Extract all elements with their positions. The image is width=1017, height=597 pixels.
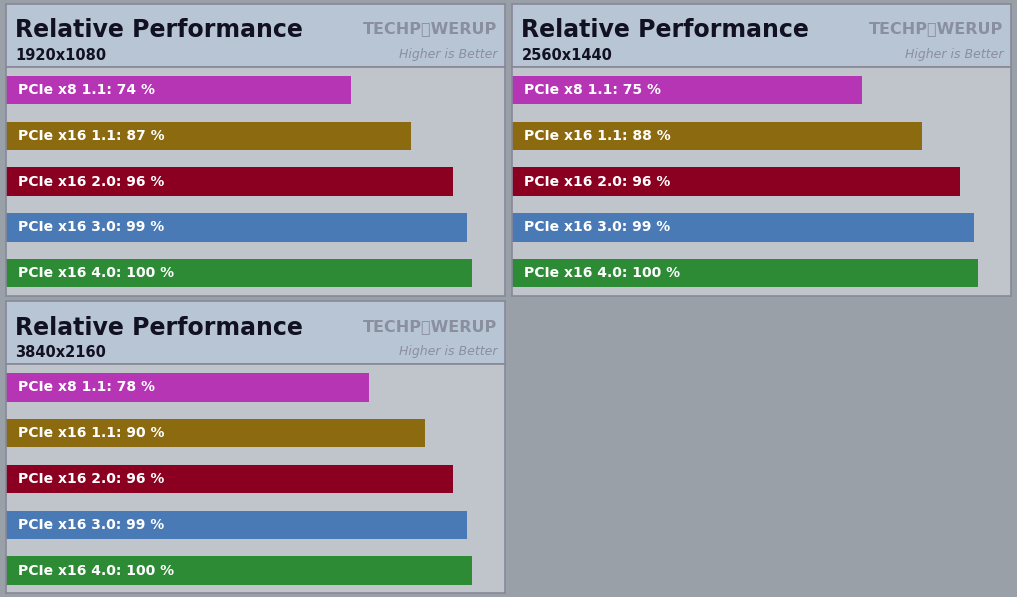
Text: Relative Performance: Relative Performance bbox=[15, 19, 303, 42]
Bar bbox=[6, 510, 467, 539]
Bar bbox=[6, 76, 351, 104]
Bar bbox=[6, 168, 454, 196]
Text: 2560x1440: 2560x1440 bbox=[522, 48, 612, 63]
Text: Relative Performance: Relative Performance bbox=[15, 316, 303, 340]
Text: PCIe x16 3.0: 99 %: PCIe x16 3.0: 99 % bbox=[17, 518, 164, 532]
Text: TECHPⓎWERUP: TECHPⓎWERUP bbox=[363, 319, 497, 334]
Text: PCIe x16 4.0: 100 %: PCIe x16 4.0: 100 % bbox=[17, 564, 174, 577]
Text: Higher is Better: Higher is Better bbox=[399, 345, 497, 358]
Bar bbox=[513, 168, 960, 196]
Bar bbox=[513, 76, 861, 104]
Text: TECHPⓎWERUP: TECHPⓎWERUP bbox=[363, 21, 497, 36]
Bar bbox=[513, 122, 922, 150]
Text: 1920x1080: 1920x1080 bbox=[15, 48, 106, 63]
Text: Higher is Better: Higher is Better bbox=[905, 48, 1004, 61]
Text: 3840x2160: 3840x2160 bbox=[15, 346, 106, 361]
Bar bbox=[6, 213, 467, 242]
Text: PCIe x16 2.0: 96 %: PCIe x16 2.0: 96 % bbox=[524, 175, 670, 189]
Bar bbox=[513, 213, 973, 242]
Text: PCIe x16 1.1: 87 %: PCIe x16 1.1: 87 % bbox=[17, 129, 165, 143]
Text: PCIe x8 1.1: 78 %: PCIe x8 1.1: 78 % bbox=[17, 380, 155, 395]
Text: PCIe x16 4.0: 100 %: PCIe x16 4.0: 100 % bbox=[17, 266, 174, 280]
Text: PCIe x16 3.0: 99 %: PCIe x16 3.0: 99 % bbox=[524, 220, 670, 235]
Text: PCIe x16 2.0: 96 %: PCIe x16 2.0: 96 % bbox=[17, 175, 164, 189]
Bar bbox=[6, 419, 425, 447]
Bar bbox=[6, 122, 411, 150]
Text: PCIe x8 1.1: 74 %: PCIe x8 1.1: 74 % bbox=[17, 83, 155, 97]
Text: PCIe x8 1.1: 75 %: PCIe x8 1.1: 75 % bbox=[524, 83, 661, 97]
Bar bbox=[513, 259, 978, 288]
Bar bbox=[6, 556, 472, 584]
Text: Relative Performance: Relative Performance bbox=[522, 19, 810, 42]
Bar bbox=[6, 373, 369, 402]
Text: PCIe x16 1.1: 90 %: PCIe x16 1.1: 90 % bbox=[17, 426, 165, 440]
Text: PCIe x16 4.0: 100 %: PCIe x16 4.0: 100 % bbox=[524, 266, 680, 280]
Text: PCIe x16 2.0: 96 %: PCIe x16 2.0: 96 % bbox=[17, 472, 164, 486]
Text: Higher is Better: Higher is Better bbox=[399, 48, 497, 61]
Bar bbox=[6, 259, 472, 288]
Text: PCIe x16 1.1: 88 %: PCIe x16 1.1: 88 % bbox=[524, 129, 671, 143]
Text: PCIe x16 3.0: 99 %: PCIe x16 3.0: 99 % bbox=[17, 220, 164, 235]
Text: TECHPⓎWERUP: TECHPⓎWERUP bbox=[870, 21, 1004, 36]
Bar bbox=[6, 464, 454, 493]
